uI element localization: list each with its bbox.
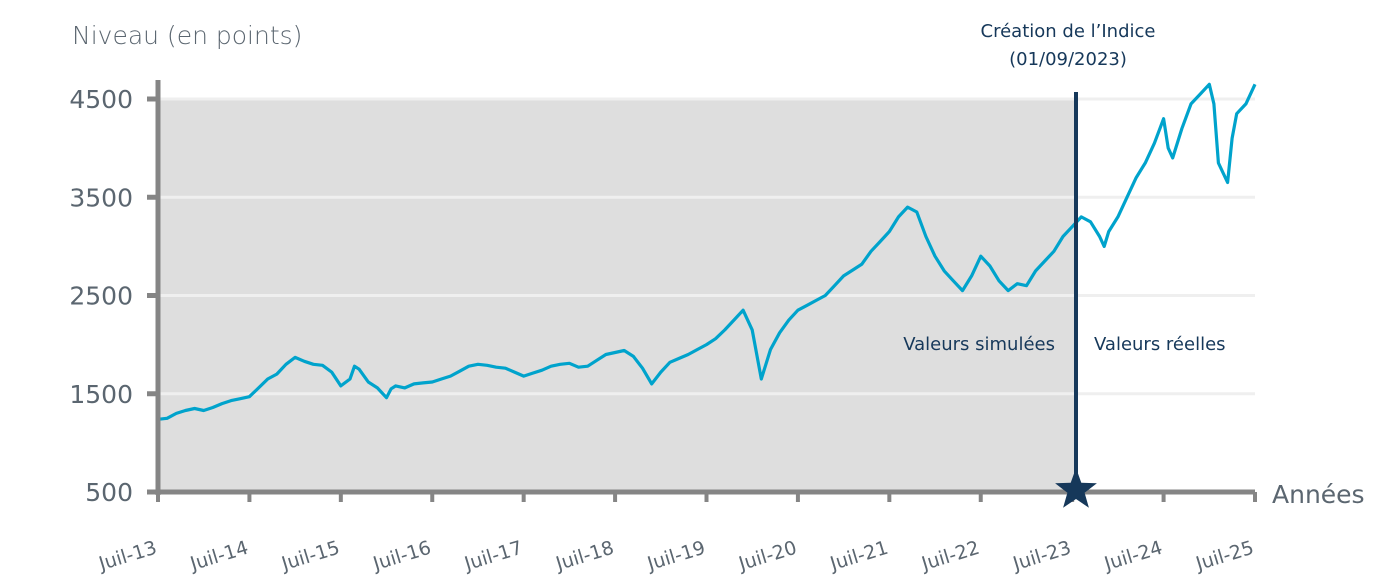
x-tick-label: Juil-15 (278, 537, 342, 576)
x-tick-label: Juil-17 (461, 537, 525, 576)
x-tick-label: Juil-23 (1010, 537, 1074, 576)
x-tick-label: Juil-22 (918, 537, 982, 576)
real-values-label: Valeurs réelles (1094, 334, 1226, 355)
y-tick-label: 2500 (69, 282, 133, 311)
y-axis-title: Niveau (en points) (72, 21, 302, 50)
y-tick-label: 4500 (69, 85, 133, 114)
x-axis-title: Années (1272, 480, 1365, 509)
x-tick-label: Juil-19 (644, 537, 708, 576)
x-tick-label: Juil-14 (187, 537, 251, 576)
index-creation-marker (1055, 92, 1097, 508)
y-tick-labels: 500 1500 2500 3500 4500 (69, 85, 133, 507)
simulated-values-label: Valeurs simulées (903, 334, 1055, 355)
x-tick-label: Juil-21 (827, 537, 891, 576)
x-tick-labels: Juil-13 Juil-14 Juil-15 Juil-16 Juil-17 Juil-… (95, 537, 1256, 576)
series-line-group (157, 82, 1257, 421)
star-icon (1055, 468, 1097, 508)
series-line-0 (157, 82, 1257, 421)
event-label-line1: Création de l’Indice (981, 21, 1156, 42)
x-tick-label: Juil-13 (95, 537, 159, 576)
y-tick-label: 1500 (69, 380, 133, 409)
gridlines (158, 97, 1255, 396)
x-tick-label: Juil-25 (1192, 537, 1256, 576)
y-tick-label: 500 (85, 478, 133, 507)
x-tick-label: Juil-20 (735, 537, 799, 576)
y-tick-label: 3500 (69, 183, 133, 212)
x-tick-label: Juil-24 (1101, 537, 1165, 576)
x-tick-label: Juil-16 (370, 537, 434, 576)
event-label-line2: (01/09/2023) (1009, 49, 1127, 70)
x-tick-label: Juil-18 (552, 537, 616, 576)
